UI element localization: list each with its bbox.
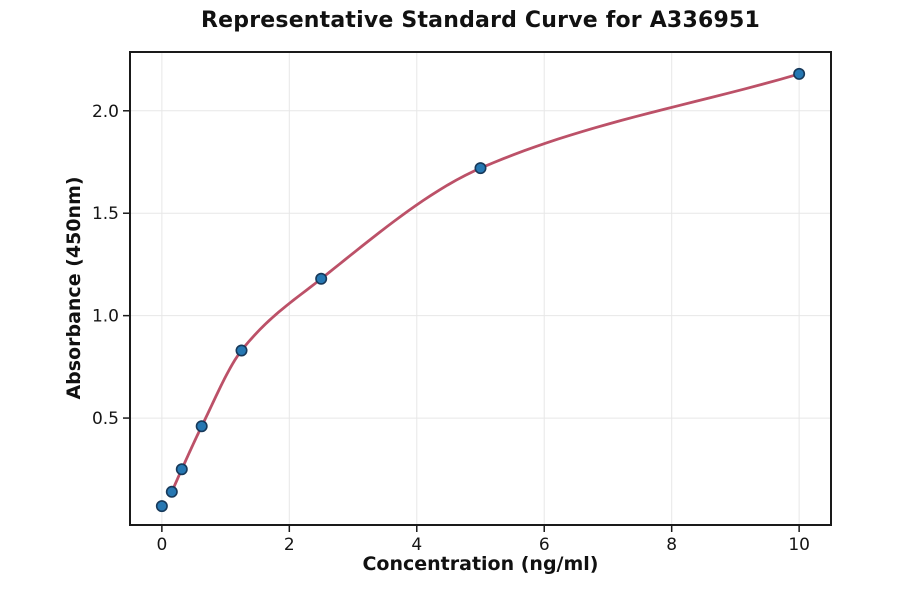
- data-point: [165, 485, 178, 498]
- data-point: [195, 420, 208, 433]
- x-tick-label: 2: [284, 535, 295, 555]
- chart-title: Representative Standard Curve for A33695…: [201, 8, 760, 33]
- x-tick-label: 6: [539, 535, 550, 555]
- fit-curve: [170, 72, 801, 494]
- y-tick-label: 0.5: [92, 409, 119, 429]
- y-tick-label: 1.5: [92, 204, 119, 224]
- data-point: [155, 500, 168, 513]
- y-tick-label: 1.0: [92, 307, 119, 327]
- y-tick-label: 2.0: [92, 102, 119, 122]
- x-tick-label: 0: [156, 535, 167, 555]
- plot-border: [129, 51, 832, 526]
- data-point: [474, 162, 487, 175]
- data-point: [175, 463, 188, 476]
- data-point: [315, 272, 328, 285]
- x-tick-label: 8: [666, 535, 677, 555]
- x-axis-label: Concentration (ng/ml): [362, 553, 599, 575]
- data-point: [793, 67, 806, 80]
- x-tick-label: 4: [411, 535, 422, 555]
- data-point: [235, 344, 248, 357]
- x-tick-label: 10: [788, 535, 810, 555]
